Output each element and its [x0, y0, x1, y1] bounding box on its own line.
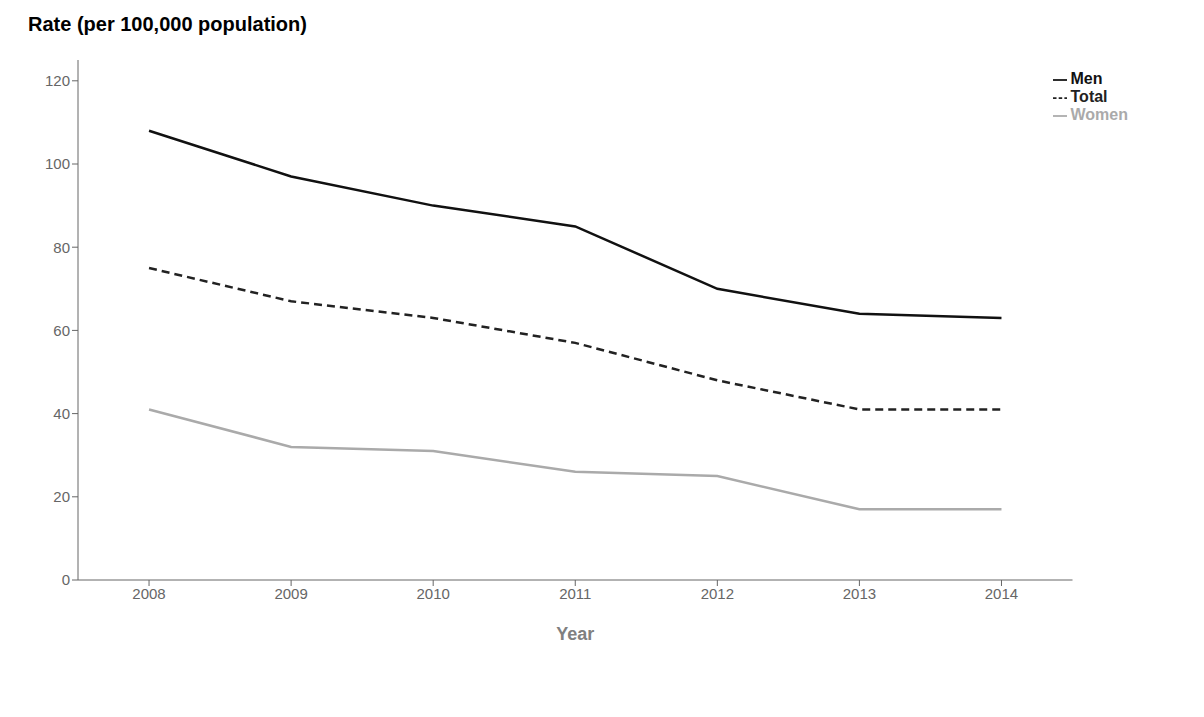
- svg-text:2009: 2009: [274, 585, 307, 602]
- svg-text:60: 60: [53, 322, 70, 339]
- svg-text:80: 80: [53, 239, 70, 256]
- svg-text:2010: 2010: [416, 585, 449, 602]
- svg-text:20: 20: [53, 488, 70, 505]
- svg-text:120: 120: [45, 72, 70, 89]
- svg-text:Year: Year: [556, 624, 594, 644]
- html-text:Total: Total: [1070, 88, 1108, 105]
- svg-text:2014: 2014: [985, 585, 1018, 602]
- svg-text:0: 0: [62, 571, 70, 588]
- html-text:Rate (per 100,000 population): Rate (per 100,000 population): [28, 13, 307, 35]
- svg-text:2011: 2011: [559, 585, 591, 602]
- svg-text:2008: 2008: [132, 585, 165, 602]
- html-text:Men: Men: [1070, 70, 1103, 87]
- svg-text:2012: 2012: [701, 585, 734, 602]
- svg-text:2013: 2013: [843, 585, 876, 602]
- svg-text:40: 40: [53, 405, 70, 422]
- html-text:Women: Women: [1070, 106, 1128, 123]
- svg-text:100: 100: [45, 155, 70, 172]
